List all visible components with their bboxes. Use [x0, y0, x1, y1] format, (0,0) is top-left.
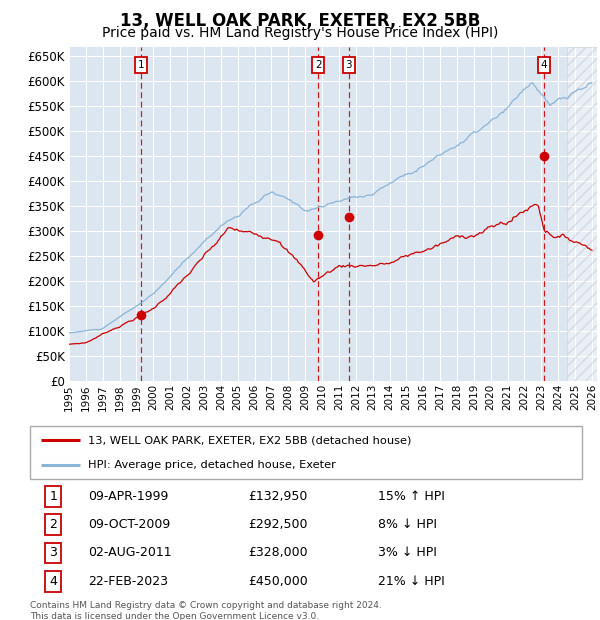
Text: 2: 2	[315, 60, 322, 70]
Text: 13, WELL OAK PARK, EXETER, EX2 5BB: 13, WELL OAK PARK, EXETER, EX2 5BB	[120, 12, 480, 30]
Text: 3% ↓ HPI: 3% ↓ HPI	[378, 546, 437, 559]
Text: 1: 1	[138, 60, 145, 70]
Text: HPI: Average price, detached house, Exeter: HPI: Average price, detached house, Exet…	[88, 461, 336, 471]
Text: 15% ↑ HPI: 15% ↑ HPI	[378, 490, 445, 503]
Text: 4: 4	[541, 60, 547, 70]
Text: 21% ↓ HPI: 21% ↓ HPI	[378, 575, 445, 588]
Bar	[566, 46, 600, 381]
Text: 22-FEB-2023: 22-FEB-2023	[88, 575, 168, 588]
Text: Price paid vs. HM Land Registry's House Price Index (HPI): Price paid vs. HM Land Registry's House …	[102, 26, 498, 40]
Text: 13, WELL OAK PARK, EXETER, EX2 5BB (detached house): 13, WELL OAK PARK, EXETER, EX2 5BB (deta…	[88, 435, 412, 445]
Text: £328,000: £328,000	[248, 546, 308, 559]
Text: 2: 2	[49, 518, 57, 531]
Text: 8% ↓ HPI: 8% ↓ HPI	[378, 518, 437, 531]
Text: £292,500: £292,500	[248, 518, 308, 531]
Text: Contains HM Land Registry data © Crown copyright and database right 2024.
This d: Contains HM Land Registry data © Crown c…	[30, 601, 382, 620]
Text: £132,950: £132,950	[248, 490, 307, 503]
Text: 4: 4	[49, 575, 57, 588]
Text: £450,000: £450,000	[248, 575, 308, 588]
FancyBboxPatch shape	[30, 426, 582, 479]
Text: 1: 1	[49, 490, 57, 503]
Text: 09-APR-1999: 09-APR-1999	[88, 490, 169, 503]
Text: 3: 3	[49, 546, 57, 559]
Text: 02-AUG-2011: 02-AUG-2011	[88, 546, 172, 559]
Text: 3: 3	[346, 60, 352, 70]
Text: 09-OCT-2009: 09-OCT-2009	[88, 518, 170, 531]
